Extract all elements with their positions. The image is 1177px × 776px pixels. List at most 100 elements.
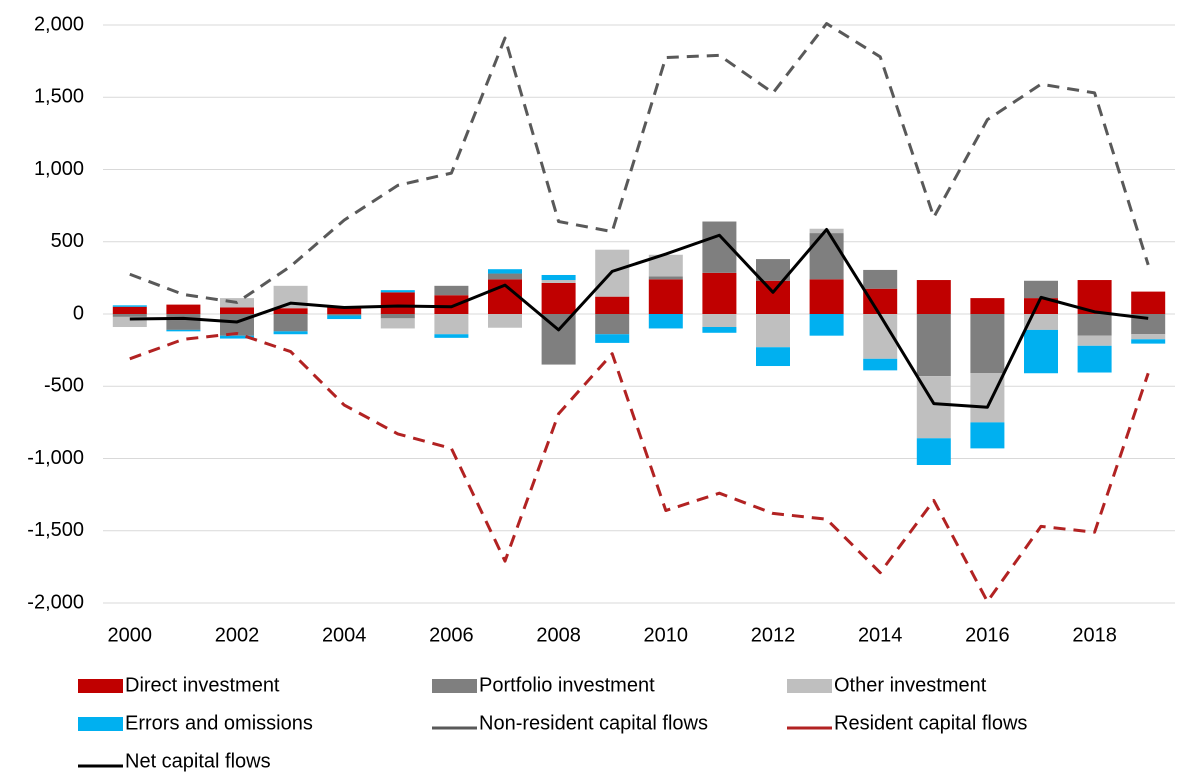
bar [756, 347, 790, 367]
bar [434, 285, 469, 296]
bar [863, 269, 898, 289]
bar [434, 314, 469, 335]
x-tick-label: 2012 [751, 624, 796, 646]
bar [541, 274, 576, 281]
bar [112, 306, 147, 314]
bar [863, 358, 898, 371]
bar [327, 315, 362, 320]
bar [1131, 339, 1166, 344]
x-tick-label: 2018 [1072, 624, 1117, 646]
bar [756, 314, 790, 348]
bar [488, 273, 522, 280]
bar [1077, 335, 1112, 346]
bar [434, 334, 469, 338]
bar [1024, 298, 1058, 314]
bar [756, 280, 790, 314]
bar [702, 314, 737, 328]
bar [112, 316, 147, 328]
bar [595, 314, 630, 335]
bar [380, 318, 415, 329]
line [129, 227, 1149, 409]
bar [970, 314, 1005, 374]
bar [648, 254, 683, 277]
bar [541, 280, 576, 283]
y-tick-label: 0 [73, 302, 84, 324]
y-tick-label: 1,000 [34, 158, 84, 180]
bar [702, 272, 737, 314]
y-tick-label: 2,000 [34, 13, 84, 35]
bar [1131, 334, 1166, 340]
bar [273, 331, 308, 335]
bar [488, 269, 522, 274]
bar [112, 305, 147, 307]
legend-swatch [78, 717, 123, 731]
y-tick-label: -1,000 [27, 447, 84, 469]
bar [648, 276, 683, 280]
bar [112, 314, 147, 317]
legend-label: Direct investment [125, 674, 280, 696]
line [129, 22, 1150, 304]
x-tick-label: 2008 [536, 624, 581, 646]
bar [541, 314, 576, 365]
bar [380, 290, 415, 293]
bar [648, 314, 683, 329]
bar [970, 298, 1005, 314]
bar [916, 280, 951, 314]
x-tick-label: 2006 [429, 624, 474, 646]
bar [220, 335, 254, 339]
y-tick-label: -500 [44, 375, 84, 397]
bar [488, 314, 522, 328]
bar [273, 314, 308, 332]
bar [863, 288, 898, 314]
bar [327, 306, 362, 314]
bar [1077, 314, 1112, 336]
legend-label: Non-resident capital flows [479, 712, 708, 734]
bar [220, 307, 254, 314]
bar [1131, 314, 1166, 335]
y-tick-label: 1,500 [34, 86, 84, 108]
x-tick-label: 2004 [322, 624, 367, 646]
bar [595, 334, 630, 343]
bar [166, 329, 201, 332]
bar [380, 314, 415, 319]
bar [1024, 329, 1058, 374]
x-tick-label: 2000 [108, 624, 153, 646]
bar [809, 279, 844, 314]
legend-swatch [78, 679, 123, 693]
legend-label: Resident capital flows [834, 712, 1027, 734]
bar [595, 296, 630, 314]
x-tick-label: 2002 [215, 624, 260, 646]
bar [327, 314, 362, 316]
x-tick-label: 2010 [644, 624, 689, 646]
bar [809, 233, 844, 280]
bar [1131, 291, 1166, 314]
bar [916, 314, 951, 377]
bar [702, 327, 737, 333]
bar [970, 422, 1005, 449]
bar [916, 438, 951, 466]
legend-swatch [787, 679, 832, 693]
bar [541, 282, 576, 314]
legend-label: Errors and omissions [125, 712, 313, 734]
bar [380, 292, 415, 314]
y-tick-label: -2,000 [27, 591, 84, 613]
y-tick-label: 500 [51, 230, 84, 252]
legend-label: Other investment [834, 674, 987, 696]
bar [648, 279, 683, 314]
bar [809, 314, 844, 336]
bar [166, 314, 201, 330]
bar [1024, 280, 1058, 299]
bar [1077, 345, 1112, 373]
y-tick-label: -1,500 [27, 519, 84, 541]
legend-swatch [432, 679, 477, 693]
bar [434, 295, 469, 314]
bar [756, 259, 790, 281]
x-tick-label: 2014 [858, 624, 903, 646]
line [129, 332, 1150, 604]
bar [273, 308, 308, 314]
legend-label: Net capital flows [125, 750, 271, 772]
x-tick-label: 2016 [965, 624, 1010, 646]
bar [166, 304, 201, 314]
legend-label: Portfolio investment [479, 674, 655, 696]
